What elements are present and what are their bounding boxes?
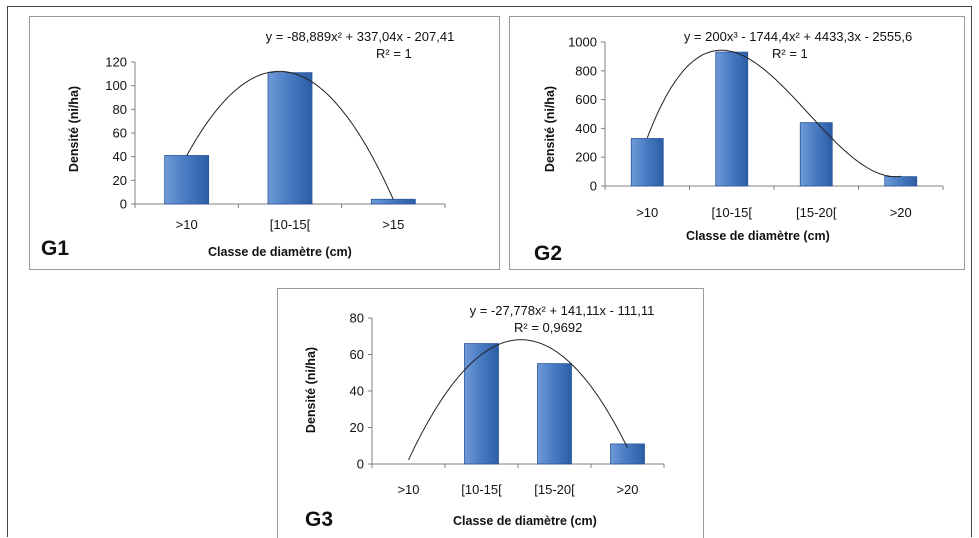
- panel-label-g2: G2: [534, 242, 563, 265]
- bar-g2-0: [630, 138, 664, 187]
- trendline: [408, 339, 628, 461]
- bar-g3-1: [464, 343, 499, 465]
- trendline-r2: R² = 1: [376, 46, 412, 61]
- y-tick-label: 20: [350, 420, 364, 435]
- figure-frame-right: [971, 6, 972, 537]
- trendline-equation: y = -88,889x² + 337,04x - 207,41: [265, 29, 455, 44]
- chart-panel-g3: 0 20 40 60 80 >10 [10-15[ [15-20[ >20 y = -27,77…: [277, 288, 704, 538]
- x-tick-label: >15: [382, 217, 404, 232]
- trendline-equation: y = -27,778x² + 141,11x - 111,11: [469, 303, 655, 318]
- y-axis-title: Densité (ni/ha): [67, 85, 81, 173]
- bar-g2-1: [715, 51, 749, 187]
- y-tick-label: 200: [575, 150, 597, 165]
- trendline: [646, 49, 901, 178]
- chart-g2-plot: 0 200 400 600 800 1000 >10 [10-15[ [15-20[ >20: [568, 35, 944, 220]
- bar-g1-0: [164, 155, 210, 205]
- panel-label-g1: G1: [41, 237, 70, 260]
- y-tick-label: 60: [350, 347, 364, 362]
- chart-g3-plot: 0 20 40 60 80 >10 [10-15[ [15-20[ >20: [350, 311, 665, 497]
- figure-frame-left: [7, 6, 8, 537]
- figure-frame-top: [7, 6, 972, 7]
- bar-g3-3: [610, 443, 645, 465]
- x-tick-label: [15-20[: [796, 205, 837, 220]
- trendline-r2: R² = 1: [772, 46, 808, 61]
- x-tick-label: >20: [616, 482, 638, 497]
- x-tick-label: >10: [636, 205, 658, 220]
- y-tick-label: 1000: [568, 35, 597, 50]
- y-tick-label: 80: [350, 311, 364, 326]
- bar-g1-2: [370, 198, 416, 205]
- x-tick-label: [10-15[: [270, 217, 311, 232]
- panel-label-g3: G3: [305, 508, 334, 531]
- trendline-r2: R² = 0,9692: [514, 320, 583, 335]
- x-axis-title: Classe de diamètre (cm): [686, 229, 830, 243]
- x-tick-label: >10: [176, 217, 198, 232]
- y-tick-label: 40: [113, 149, 127, 164]
- chart-g1-plot: 0 20 40 60 80 100 120 >10 [10-15[ >15: [105, 55, 446, 232]
- y-tick-label: 40: [350, 384, 364, 399]
- y-tick-label: 20: [113, 173, 127, 188]
- y-tick-label: 0: [357, 457, 364, 472]
- x-tick-label: [10-15[: [712, 205, 753, 220]
- x-tick-label: >20: [890, 205, 912, 220]
- x-axis-title: Classe de diamètre (cm): [208, 245, 352, 259]
- trendline-equation: y = 200x³ - 1744,4x² + 4433,3x - 2555,6: [683, 29, 913, 44]
- bar-g2-2: [799, 122, 833, 187]
- y-tick-label: 0: [120, 197, 127, 212]
- chart-panel-g1: 0 20 40 60 80 100 120 >10 [10-15[ >15 y = -88,889…: [29, 16, 500, 270]
- y-tick-label: 100: [105, 78, 127, 93]
- y-tick-label: 120: [105, 55, 127, 70]
- y-axis-title: Densité (ni/ha): [304, 346, 318, 434]
- bar-g2-3: [884, 176, 918, 187]
- bar-g1-1: [267, 72, 313, 205]
- y-tick-label: 800: [575, 63, 597, 78]
- y-tick-label: 80: [113, 102, 127, 117]
- y-tick-label: 0: [590, 179, 597, 194]
- y-tick-label: 60: [113, 126, 127, 141]
- trendline: [186, 70, 394, 200]
- chart-panel-g2: 0 200 400 600 800 1000 >10 [10-15[ [15-20[ >20 y …: [509, 16, 965, 270]
- bar-g3-2: [537, 363, 572, 465]
- y-tick-label: 400: [575, 121, 597, 136]
- x-axis-title: Classe de diamètre (cm): [453, 514, 597, 528]
- x-tick-label: [15-20[: [534, 482, 575, 497]
- x-tick-label: >10: [397, 482, 419, 497]
- y-tick-label: 600: [575, 92, 597, 107]
- x-tick-label: [10-15[: [461, 482, 502, 497]
- y-axis-title: Densité (ni/ha): [543, 85, 557, 173]
